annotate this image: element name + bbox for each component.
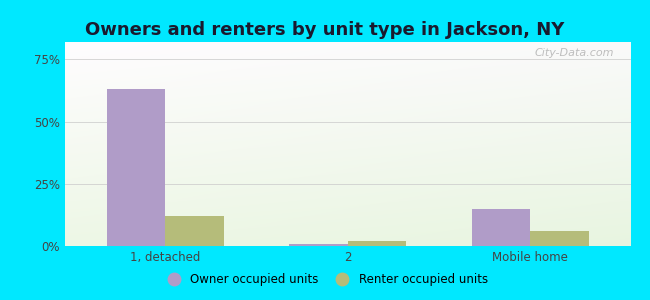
Bar bbox=[472, 209, 530, 246]
Text: City-Data.com: City-Data.com bbox=[534, 48, 614, 58]
Bar bbox=[289, 244, 348, 246]
Text: Owners and renters by unit type in Jackson, NY: Owners and renters by unit type in Jacks… bbox=[85, 21, 565, 39]
Bar bbox=[107, 89, 165, 246]
Bar bbox=[165, 216, 224, 246]
Legend: Owner occupied units, Renter occupied units: Owner occupied units, Renter occupied un… bbox=[157, 269, 493, 291]
Bar bbox=[348, 241, 406, 246]
Bar bbox=[530, 231, 588, 246]
